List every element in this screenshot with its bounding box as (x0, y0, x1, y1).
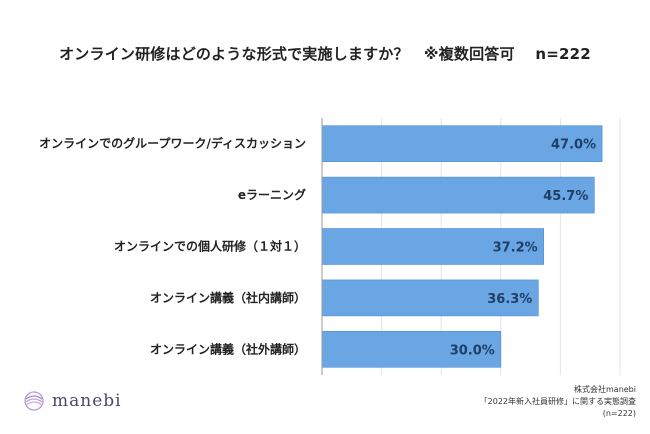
value-label: 37.2% (493, 241, 538, 256)
value-label: 30.0% (450, 343, 495, 358)
source-sample: (n=222) (602, 409, 636, 418)
category-label: eラーニング (238, 187, 306, 202)
logo-text: manebi (52, 391, 122, 411)
value-label: 47.0% (551, 138, 596, 153)
chart-title: オンライン研修はどのような形式で実施しますか？ ※複数回答可 n=222 (59, 45, 591, 63)
category-label: オンライン講義（社内講師） (150, 290, 306, 305)
category-label: オンラインでの個人研修（１対１） (114, 239, 306, 254)
category-label: オンラインでのグループワーク/ディスカッション (39, 136, 306, 151)
value-label: 36.3% (487, 292, 532, 307)
source-survey: 「2022年新入社員研修」に関する実態調査 (479, 397, 636, 406)
bar (321, 228, 545, 265)
bar (321, 125, 603, 162)
manebi-logo: manebi (22, 389, 122, 413)
bar (321, 176, 595, 214)
value-label: 45.7% (543, 189, 588, 204)
bar (321, 330, 502, 368)
manebi-logo-icon (24, 391, 44, 411)
source-company: 株式会社manebi (574, 385, 636, 394)
source-note: 株式会社manebi 「2022年新入社員研修」に関する実態調査 (n=222) (480, 384, 636, 420)
category-label: オンライン講義（社外講師） (150, 341, 306, 356)
